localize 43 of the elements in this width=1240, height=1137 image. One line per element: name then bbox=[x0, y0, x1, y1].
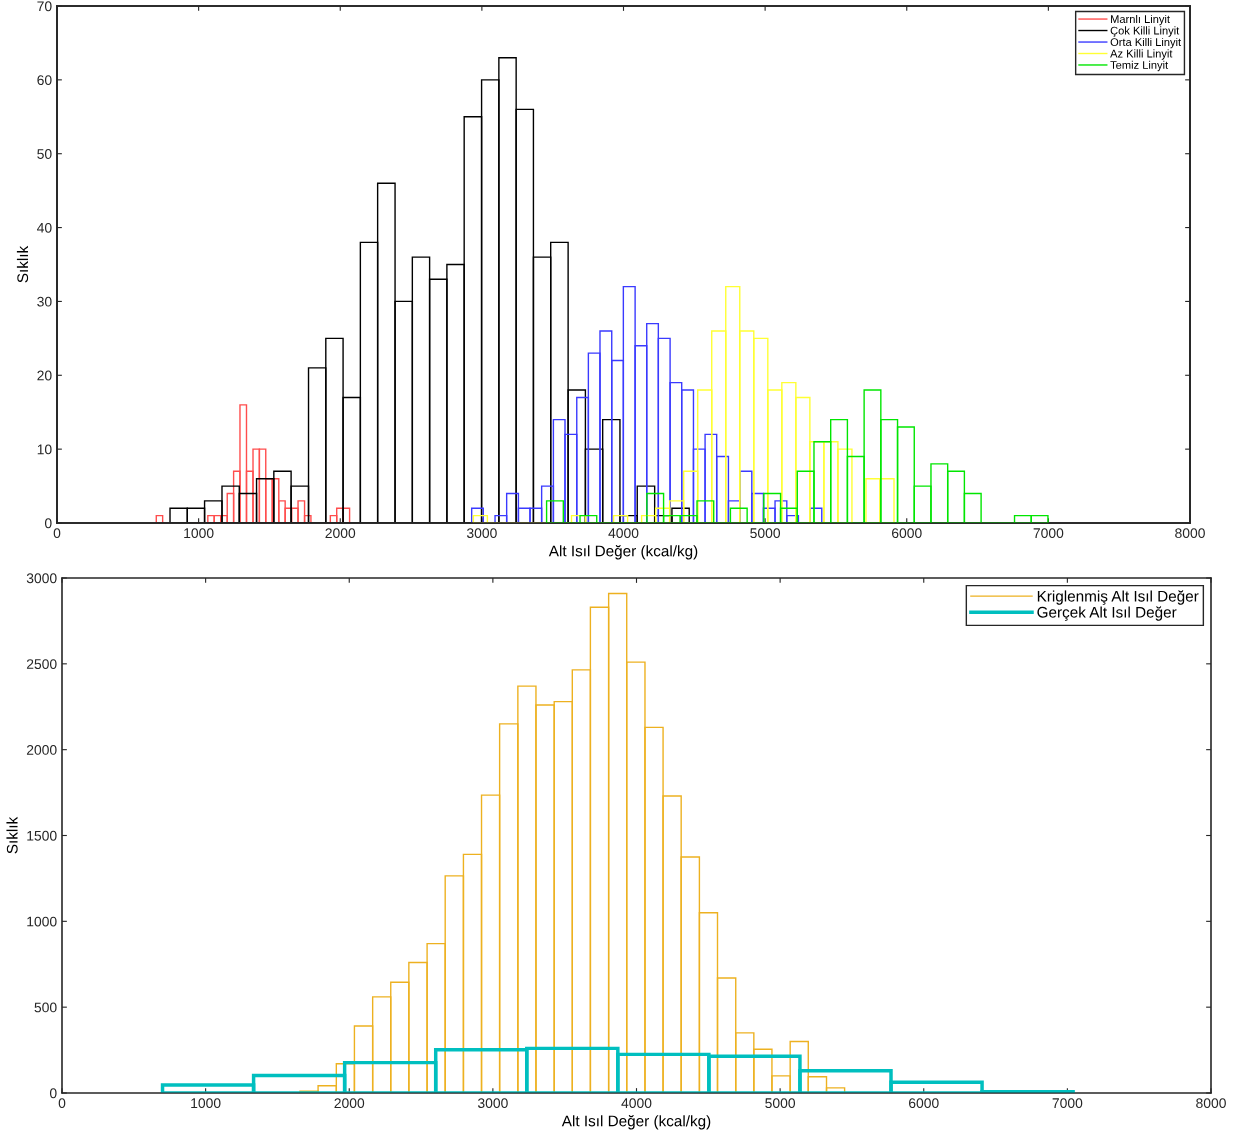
legend-label: Marnlı Linyit bbox=[1111, 14, 1170, 26]
y-tick-label: 40 bbox=[37, 222, 52, 233]
y-tick-label: 2500 bbox=[26, 659, 57, 669]
x-tick-label: 0 bbox=[58, 1098, 66, 1109]
y-tick-label: 2000 bbox=[26, 745, 57, 755]
x-tick-label: 6000 bbox=[892, 528, 922, 539]
y-axis-title: Sıklık bbox=[16, 245, 29, 283]
x-tick-label: 4000 bbox=[621, 1098, 652, 1109]
y-tick-label: 0 bbox=[49, 1088, 57, 1099]
x-tick-label: 2000 bbox=[334, 1098, 365, 1109]
legend-label: Temiz Linyit bbox=[1110, 60, 1169, 72]
x-tick-label: 1000 bbox=[191, 1098, 221, 1109]
y-tick-label: 0 bbox=[44, 518, 52, 529]
y-tick-label: 30 bbox=[37, 296, 52, 307]
legend-label: Gerçek Alt Isıl Değer bbox=[1037, 606, 1177, 621]
y-tick-label: 60 bbox=[37, 75, 52, 86]
legend-label: Az Killi Linyit bbox=[1110, 49, 1173, 60]
x-tick-label: 7000 bbox=[1033, 528, 1064, 539]
legend-label: Orta Killi Linyit bbox=[1110, 37, 1182, 49]
x-tick-label: 4000 bbox=[608, 528, 639, 539]
x-tick-label: 8000 bbox=[1175, 528, 1205, 539]
y-tick-label: 10 bbox=[37, 444, 52, 455]
y-tick-label: 1000 bbox=[27, 916, 57, 927]
x-tick-label: 6000 bbox=[909, 1098, 939, 1109]
x-tick-label: 5000 bbox=[765, 1098, 796, 1109]
y-axis-title: Sıklık bbox=[6, 816, 18, 854]
x-tick-label: 1000 bbox=[184, 528, 214, 539]
y-tick-label: 70 bbox=[37, 1, 52, 12]
x-axis-title: Alt Isıl Değer (kcal/kg) bbox=[548, 544, 698, 560]
legend-label: Çok Killi Linyit bbox=[1110, 26, 1180, 37]
y-tick-label: 50 bbox=[37, 149, 52, 159]
y-tick-label: 3000 bbox=[26, 573, 57, 584]
x-tick-label: 2000 bbox=[325, 528, 356, 539]
y-tick-label: 1500 bbox=[27, 830, 57, 841]
x-tick-label: 8000 bbox=[1196, 1098, 1226, 1109]
y-tick-label: 500 bbox=[34, 1002, 57, 1013]
legend-label: Kriglenmiş Alt Isıl Değer bbox=[1037, 590, 1199, 605]
x-axis-title: Alt Isıl Değer (kcal/kg) bbox=[561, 1114, 711, 1130]
y-tick-label: 20 bbox=[37, 370, 52, 381]
x-tick-label: 3000 bbox=[466, 528, 497, 539]
x-tick-label: 7000 bbox=[1052, 1098, 1083, 1109]
x-tick-label: 5000 bbox=[750, 528, 781, 539]
x-tick-label: 3000 bbox=[477, 1098, 508, 1109]
